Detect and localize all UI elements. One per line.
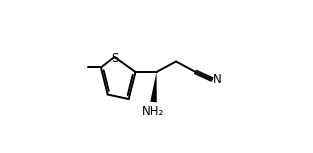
Text: N: N <box>213 73 221 86</box>
Text: NH₂: NH₂ <box>142 105 165 118</box>
Polygon shape <box>150 72 157 102</box>
Text: S: S <box>111 52 119 65</box>
